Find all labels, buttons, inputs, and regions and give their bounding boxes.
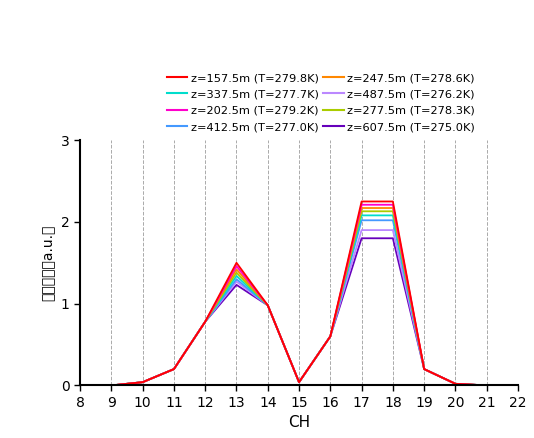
Legend: z=157.5m (T=279.8K), z=337.5m (T=277.7K), z=202.5m (T=279.2K), z=412.5m (T=277.0: z=157.5m (T=279.8K), z=337.5m (T=277.7K)… (167, 73, 475, 132)
Y-axis label: 信号強度（a.u.）: 信号強度（a.u.） (41, 225, 55, 301)
X-axis label: CH: CH (288, 415, 310, 431)
